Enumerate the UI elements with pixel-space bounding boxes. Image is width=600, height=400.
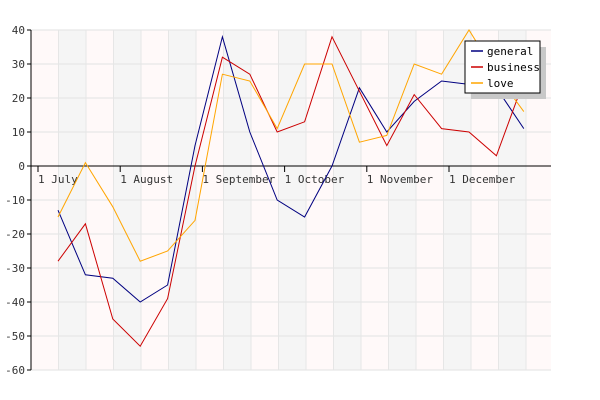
series-lines	[57, 29, 525, 348]
series-line-love	[57, 29, 525, 262]
y-tick-label: -30	[5, 262, 25, 275]
y-tick-label: -50	[5, 330, 25, 343]
x-tick-label: 1 August	[120, 173, 173, 186]
y-tick-label: -20	[5, 228, 25, 241]
y-tick-label: 40	[12, 24, 25, 37]
x-tick-label: 1 December	[449, 173, 516, 186]
series-line-business	[57, 35, 525, 348]
y-tick-label: -10	[5, 194, 25, 207]
legend-label-general: general	[487, 45, 533, 58]
x-tick-label: 1 October	[285, 173, 345, 186]
series-line-general	[57, 34, 525, 303]
y-tick-label: 20	[12, 92, 25, 105]
legend: general business love	[464, 40, 546, 99]
x-tick-label: 1 September	[202, 173, 275, 186]
y-tick-label: 10	[12, 126, 25, 139]
y-tick-label: -60	[5, 364, 25, 377]
legend-label-love: love	[487, 77, 514, 90]
y-tick-label: 0	[18, 160, 25, 173]
legend-label-business: business	[487, 61, 540, 74]
x-tick-label: 1 November	[367, 173, 434, 186]
x-tick-label: 1 July	[38, 173, 78, 186]
x-axis: 1 July 1 August 1 September 1 October 1 Nove…	[31, 165, 551, 186]
y-tick-label: -40	[5, 296, 25, 309]
y-tick-label: 30	[12, 58, 25, 71]
y-axis: 40 30 20 10 0 -10 -20 -30 -40 -50 -60	[5, 24, 32, 377]
